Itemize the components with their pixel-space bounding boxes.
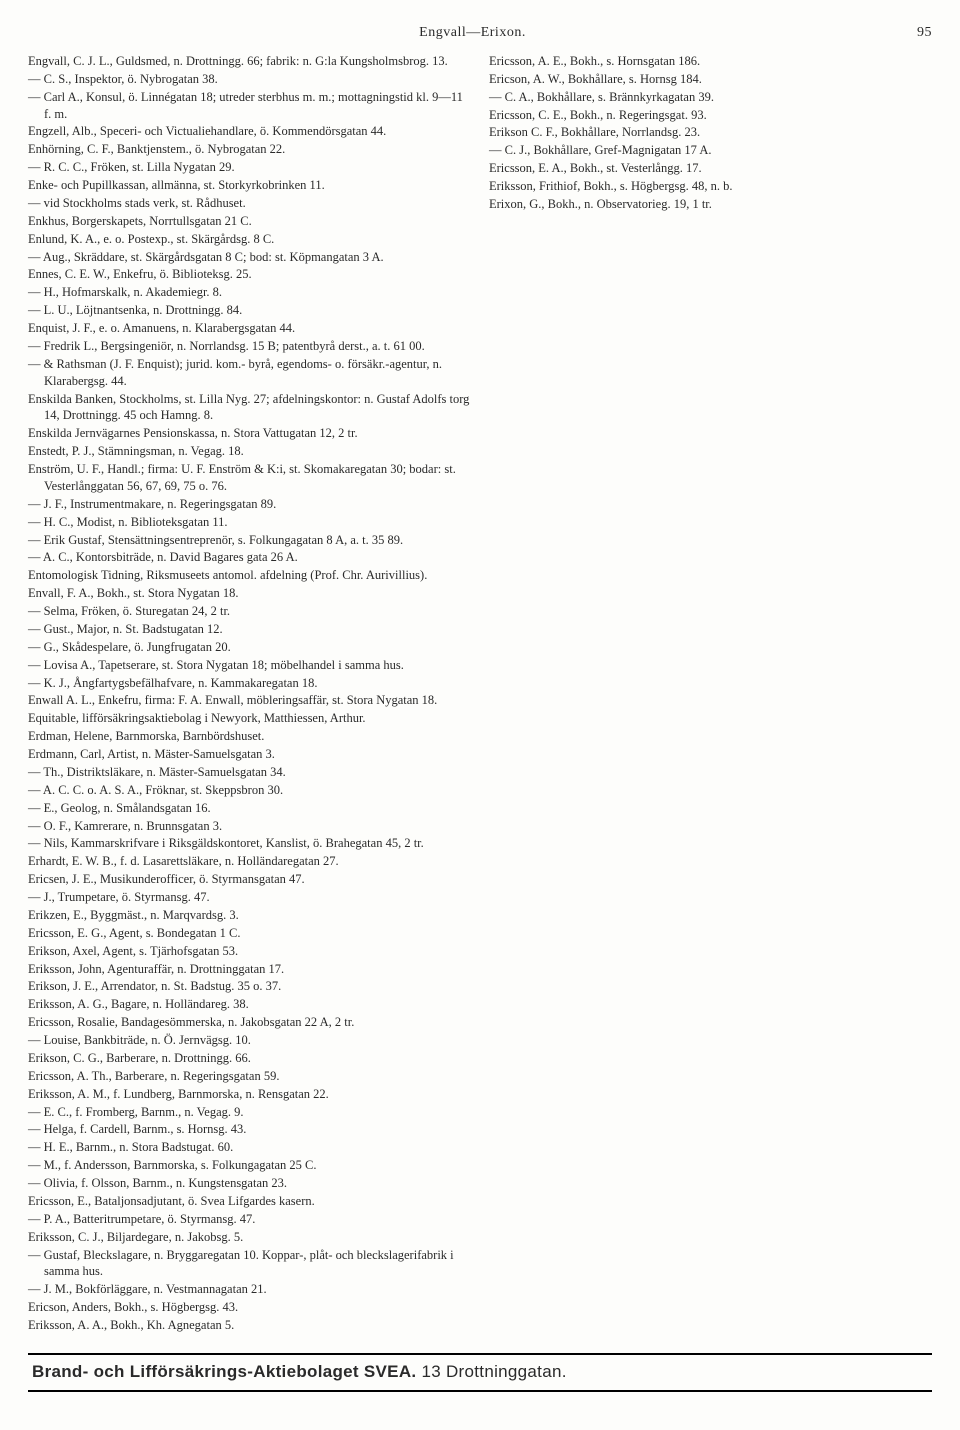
footer-bold: Brand- och Lifförsäkrings-Aktiebolaget S…: [32, 1362, 416, 1381]
directory-entry: — Gust., Major, n. St. Badstugatan 12.: [28, 621, 471, 638]
directory-entry: Eriksson, John, Agenturaffär, n. Drottni…: [28, 961, 471, 978]
directory-entry: — C. S., Inspektor, ö. Nybrogatan 38.: [28, 71, 471, 88]
directory-entry: Erikson, Axel, Agent, s. Tjärhofsgatan 5…: [28, 943, 471, 960]
directory-entry: Engvall, C. J. L., Guldsmed, n. Drottnin…: [28, 53, 471, 70]
directory-entry: — C. A., Bokhållare, s. Brännkyrkagatan …: [489, 89, 932, 106]
directory-entry: Erixon, G., Bokh., n. Observatorieg. 19,…: [489, 196, 932, 213]
directory-entry: Enkhus, Borgerskapets, Norrtullsgatan 21…: [28, 213, 471, 230]
directory-entry: — Selma, Fröken, ö. Sturegatan 24, 2 tr.: [28, 603, 471, 620]
directory-entry: — Th., Distriktsläkare, n. Mäster-Samuel…: [28, 764, 471, 781]
directory-entry: Eriksson, Frithiof, Bokh., s. Högbergsg.…: [489, 178, 932, 195]
directory-entry: — Lovisa A., Tapetserare, st. Stora Nyga…: [28, 657, 471, 674]
directory-entry: — P. A., Batteritrumpetare, ö. Styrmansg…: [28, 1211, 471, 1228]
directory-entry: — H. E., Barnm., n. Stora Badstugat. 60.: [28, 1139, 471, 1156]
directory-entry: Enquist, J. F., e. o. Amanuens, n. Klara…: [28, 320, 471, 337]
directory-entry: Enke- och Pupillkassan, allmänna, st. St…: [28, 177, 471, 194]
page-number: 95: [917, 24, 932, 43]
directory-entry: — Erik Gustaf, Stensättningsentreprenör,…: [28, 532, 471, 549]
directory-entry: Eriksson, A. M., f. Lundberg, Barnmorska…: [28, 1086, 471, 1103]
directory-columns: Engvall, C. J. L., Guldsmed, n. Drottnin…: [28, 53, 932, 1343]
directory-entry: Enhörning, C. F., Banktjenstem., ö. Nybr…: [28, 141, 471, 158]
directory-entry: Ericson, Anders, Bokh., s. Högbergsg. 43…: [28, 1299, 471, 1316]
directory-entry: — vid Stockholms stads verk, st. Rådhuse…: [28, 195, 471, 212]
directory-entry: — Carl A., Konsul, ö. Linnégatan 18; utr…: [28, 89, 471, 123]
directory-entry: — J. M., Bokförläggare, n. Vestmannagata…: [28, 1281, 471, 1298]
directory-entry: — H., Hofmarskalk, n. Akademiegr. 8.: [28, 284, 471, 301]
footer-advert: Brand- och Lifförsäkrings-Aktiebolaget S…: [28, 1353, 932, 1392]
directory-entry: Enlund, K. A., e. o. Postexp., st. Skärg…: [28, 231, 471, 248]
directory-entry: Envall, F. A., Bokh., st. Stora Nygatan …: [28, 585, 471, 602]
directory-entry: Eriksson, C. J., Biljardegare, n. Jakobs…: [28, 1229, 471, 1246]
directory-entry: Entomologisk Tidning, Riksmuseets antomo…: [28, 567, 471, 584]
directory-entry: Erdman, Helene, Barnmorska, Barnbördshus…: [28, 728, 471, 745]
directory-entry: Enstedt, P. J., Stämningsman, n. Vegag. …: [28, 443, 471, 460]
directory-entry: Erikson C. F., Bokhållare, Norrlandsg. 2…: [489, 124, 932, 141]
directory-entry: Erhardt, E. W. B., f. d. Lasarettsläkare…: [28, 853, 471, 870]
directory-entry: — Gustaf, Bleckslagare, n. Bryggaregatan…: [28, 1247, 471, 1281]
directory-entry: Ericsson, A. Th., Barberare, n. Regering…: [28, 1068, 471, 1085]
directory-entry: Ericsson, C. E., Bokh., n. Regeringsgat.…: [489, 107, 932, 124]
directory-entry: — E., Geolog, n. Smålandsgatan 16.: [28, 800, 471, 817]
directory-entry: Ericsson, E. G., Agent, s. Bondegatan 1 …: [28, 925, 471, 942]
directory-entry: — J. F., Instrumentmakare, n. Regeringsg…: [28, 496, 471, 513]
directory-entry: Enskilda Banken, Stockholms, st. Lilla N…: [28, 391, 471, 425]
directory-entry: — H. C., Modist, n. Biblioteksgatan 11.: [28, 514, 471, 531]
directory-entry: Erdmann, Carl, Artist, n. Mäster-Samuels…: [28, 746, 471, 763]
directory-entry: Ericsson, A. E., Bokh., s. Hornsgatan 18…: [489, 53, 932, 70]
directory-entry: Ericson, A. W., Bokhållare, s. Hornsg 18…: [489, 71, 932, 88]
directory-entry: — L. U., Löjtnantsenka, n. Drottningg. 8…: [28, 302, 471, 319]
directory-entry: Ericsson, E. A., Bokh., st. Vesterlångg.…: [489, 160, 932, 177]
directory-entry: Ennes, C. E. W., Enkefru, ö. Biblioteksg…: [28, 266, 471, 283]
directory-entry: Erikson, C. G., Barberare, n. Drottningg…: [28, 1050, 471, 1067]
directory-entry: — A. C. C. o. A. S. A., Fröknar, st. Ske…: [28, 782, 471, 799]
directory-entry: Ericsson, Rosalie, Bandagesömmerska, n. …: [28, 1014, 471, 1031]
directory-entry: Ericsen, J. E., Musikunderofficer, ö. St…: [28, 871, 471, 888]
directory-entry: — C. J., Bokhållare, Gref-Magnigatan 17 …: [489, 142, 932, 159]
directory-entry: — Nils, Kammarskrifvare i Riksgäldskonto…: [28, 835, 471, 852]
directory-entry: — & Rathsman (J. F. Enquist); jurid. kom…: [28, 356, 471, 390]
directory-entry: — Olivia, f. Olsson, Barnm., n. Kungsten…: [28, 1175, 471, 1192]
directory-entry: — A. C., Kontorsbiträde, n. David Bagare…: [28, 549, 471, 566]
directory-entry: — J., Trumpetare, ö. Styrmansg. 47.: [28, 889, 471, 906]
directory-entry: — Aug., Skräddare, st. Skärgårdsgatan 8 …: [28, 249, 471, 266]
directory-entry: Eriksson, A. G., Bagare, n. Holländareg.…: [28, 996, 471, 1013]
directory-entry: Equitable, lifförsäkringsaktiebolag i Ne…: [28, 710, 471, 727]
directory-entry: Enskilda Jernvägarnes Pensionskassa, n. …: [28, 425, 471, 442]
directory-entry: — O. F., Kamrerare, n. Brunnsgatan 3.: [28, 818, 471, 835]
directory-entry: — E. C., f. Fromberg, Barnm., n. Vegag. …: [28, 1104, 471, 1121]
directory-entry: — Helga, f. Cardell, Barnm., s. Hornsg. …: [28, 1121, 471, 1138]
directory-entry: — Louise, Bankbiträde, n. Ö. Jernvägsg. …: [28, 1032, 471, 1049]
directory-entry: Ericsson, E., Bataljonsadjutant, ö. Svea…: [28, 1193, 471, 1210]
directory-entry: — K. J., Ångfartygsbefälhafvare, n. Kamm…: [28, 675, 471, 692]
directory-entry: Engzell, Alb., Speceri- och Victualiehan…: [28, 123, 471, 140]
directory-entry: Erikson, J. E., Arrendator, n. St. Badst…: [28, 978, 471, 995]
running-header: Engvall—Erixon. 95: [28, 24, 932, 43]
footer-light: 13 Drottninggatan.: [416, 1362, 566, 1381]
directory-entry: Erikzen, E., Byggmäst., n. Marqvardsg. 3…: [28, 907, 471, 924]
directory-entry: Eriksson, A. A., Bokh., Kh. Agnegatan 5.: [28, 1317, 471, 1334]
directory-entry: — Fredrik L., Bergsingeniör, n. Norrland…: [28, 338, 471, 355]
directory-entry: Enström, U. F., Handl.; firma: U. F. Ens…: [28, 461, 471, 495]
directory-entry: — M., f. Andersson, Barnmorska, s. Folku…: [28, 1157, 471, 1174]
directory-entry: — G., Skådespelare, ö. Jungfrugatan 20.: [28, 639, 471, 656]
directory-entry: Enwall A. L., Enkefru, firma: F. A. Enwa…: [28, 692, 471, 709]
directory-entry: — R. C. C., Fröken, st. Lilla Nygatan 29…: [28, 159, 471, 176]
header-title: Engvall—Erixon.: [419, 25, 526, 40]
